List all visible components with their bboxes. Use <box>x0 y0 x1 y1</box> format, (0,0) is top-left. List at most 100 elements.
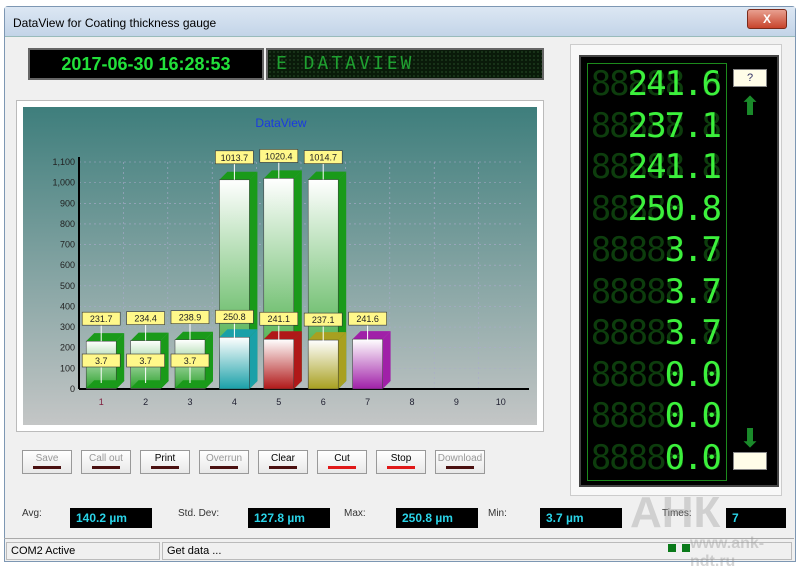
bar-front-top <box>352 331 391 340</box>
bar-front-top <box>263 331 302 340</box>
button-label: Print <box>154 453 176 464</box>
close-button[interactable]: X <box>747 9 787 29</box>
button-overrun[interactable]: Overrun <box>199 450 249 474</box>
data-label-box <box>126 311 165 325</box>
led-row: 88888.8 0.0 <box>588 438 726 480</box>
led-row: 88888.8 0.0 <box>588 355 726 397</box>
button-cut[interactable]: Cut <box>317 450 367 474</box>
button-clear[interactable]: Clear <box>258 450 308 474</box>
data-label-box <box>259 149 299 163</box>
button-indicator <box>151 466 179 469</box>
bar-front <box>174 387 206 390</box>
datetime-display: 2017-06-30 16:28:53 <box>28 48 264 80</box>
x-tick-label: 2 <box>143 397 148 407</box>
y-tick-label: 1,100 <box>52 157 75 167</box>
led-placeholder: 88888.8 <box>590 188 722 229</box>
std-label: Std. Dev: <box>178 508 220 519</box>
data-label: 238.9 <box>179 313 202 323</box>
x-tick-label: 5 <box>276 397 281 407</box>
x-tick-label: 3 <box>187 397 192 407</box>
bar-front-side <box>382 331 391 389</box>
button-stop[interactable]: Stop <box>376 450 426 474</box>
bar-front-top <box>130 380 169 389</box>
bottom-index-box[interactable] <box>733 452 767 470</box>
y-tick-label: 200 <box>60 343 75 353</box>
min-label: Min: <box>488 508 507 519</box>
chart-panel: DataView 0 100 200 300 400 500 600 700 800 900 1,00… <box>16 100 544 432</box>
button-label: Cut <box>334 453 350 464</box>
times-value: 7 <box>726 508 786 528</box>
data-label: 231.7 <box>90 314 113 324</box>
data-label: 237.1 <box>312 315 335 325</box>
led-placeholder: 88888.8 <box>590 313 722 353</box>
data-label: 1013.7 <box>221 153 249 163</box>
y-tick-label: 0 <box>70 384 75 394</box>
led-value: 241.6 <box>627 64 722 104</box>
y-tick-label: 700 <box>60 240 75 250</box>
data-label: 3.7 <box>139 356 152 366</box>
led-placeholder: 88888.8 <box>590 147 722 187</box>
data-label: 3.7 <box>95 356 108 366</box>
button-label: Call out <box>89 453 123 464</box>
bar-back-top <box>130 332 169 341</box>
led-row: 88888.8 3.7 <box>588 272 726 314</box>
led-value: 0.0 <box>664 396 722 436</box>
bar-front <box>307 339 339 390</box>
led-value: 241.1 <box>627 147 722 187</box>
max-label: Max: <box>344 508 366 519</box>
led-value: 3.7 <box>664 271 722 312</box>
bar-front-side <box>116 380 125 389</box>
bar-front-side <box>160 380 169 389</box>
led-panel: 88888.8 241.6 88888.8 237.1 88888.8 241.1 8888… <box>579 55 779 487</box>
data-label: 1020.4 <box>265 151 293 161</box>
led-row: 88888.8 3.7 <box>588 230 726 272</box>
led-row: 88888.8 3.7 <box>588 313 726 355</box>
button-download[interactable]: Download <box>435 450 485 474</box>
button-print[interactable]: Print <box>140 450 190 474</box>
status-port: COM2 Active <box>6 542 160 560</box>
bar-front-top <box>219 329 258 338</box>
led-value: 0.0 <box>664 437 722 478</box>
bar-back-top <box>175 331 213 340</box>
data-label: 250.8 <box>223 312 246 322</box>
led-placeholder: 88888.8 <box>590 354 722 395</box>
x-tick-label: 4 <box>232 397 237 407</box>
data-label-box <box>81 311 121 326</box>
button-label: Download <box>437 453 483 464</box>
arrow-up-icon[interactable]: ⬆ <box>739 91 761 121</box>
watermark-url: www.ank-ndt.ru <box>690 535 765 570</box>
bar-front <box>219 336 250 390</box>
top-index-box[interactable]: ? <box>733 69 767 87</box>
toolbar: Save Call out Print Overrun Clear Cut Stop Down… <box>22 450 485 474</box>
bar-front <box>352 338 383 390</box>
button-save[interactable]: Save <box>22 450 72 474</box>
data-label-box <box>303 150 343 164</box>
times-label: Times: <box>662 508 692 519</box>
data-label: 241.1 <box>268 314 291 324</box>
y-tick-label: 600 <box>60 260 75 270</box>
led-placeholder: 88888.8 <box>590 105 722 146</box>
data-label-box <box>170 310 210 324</box>
button-indicator <box>33 466 61 469</box>
max-value: 250.8 µm <box>396 508 478 528</box>
x-tick-label: 1 <box>99 397 104 407</box>
data-label: 241.6 <box>356 314 379 324</box>
arrow-down-icon[interactable]: ⬇ <box>739 423 761 453</box>
bar-front-side <box>293 331 302 389</box>
button-label: Save <box>35 453 59 464</box>
bar-back-top <box>263 170 302 179</box>
led-row: 88888.8 237.1 <box>588 106 726 148</box>
button-indicator <box>210 466 238 469</box>
button-indicator <box>387 466 415 469</box>
led-placeholder: 88888.8 <box>590 271 722 312</box>
bar-front-side <box>249 329 258 389</box>
data-label-box <box>303 312 343 327</box>
x-tick-label: 7 <box>365 397 370 407</box>
data-label-box <box>348 311 387 326</box>
led-placeholder: 88888.8 <box>590 230 722 270</box>
x-tick-label: 10 <box>496 397 506 407</box>
button-call-out[interactable]: Call out <box>81 450 131 474</box>
data-label-box <box>215 309 254 324</box>
chart-title: DataView <box>255 116 306 130</box>
bar-back-top <box>219 171 258 180</box>
